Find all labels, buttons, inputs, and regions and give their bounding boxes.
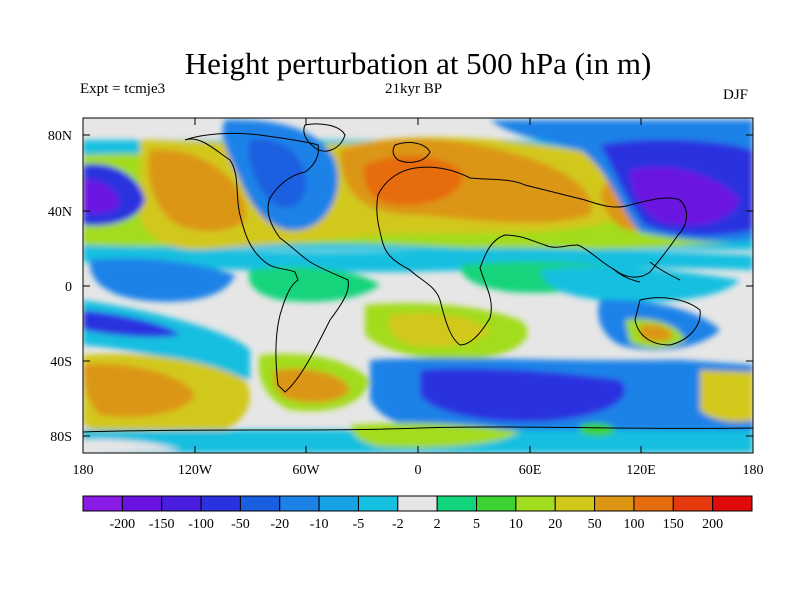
lon-label-60e: 60E: [519, 463, 542, 478]
colorbar-label: -2: [392, 517, 404, 532]
colorbar-swatch: [633, 495, 674, 512]
lon-label-0: 0: [415, 463, 422, 478]
colorbar-label: 5: [473, 517, 480, 532]
lon-label-120w: 120W: [178, 463, 213, 478]
lon-label-180w: 180: [73, 463, 94, 478]
lat-label-0: 0: [65, 280, 72, 295]
colorbar-swatch: [397, 495, 438, 512]
colorbar-label: -50: [231, 517, 250, 532]
experiment-label: Expt = tcmje3: [80, 81, 166, 97]
lat-label-80s: 80S: [50, 430, 72, 445]
colorbar-label: -5: [353, 517, 365, 532]
colorbar: -200 -150 -100 -50 -20 -10 -5 -2 2 5 10 20 50 100 150 2…: [82, 495, 753, 532]
colorbar-label: -200: [110, 517, 136, 532]
colorbar-label: -150: [149, 517, 175, 532]
lon-label-120e: 120E: [626, 463, 656, 478]
height-field: [83, 118, 753, 453]
colorbar-label: 50: [588, 517, 602, 532]
coastlines: [83, 123, 753, 433]
colorbar-swatch: [161, 495, 202, 512]
colorbar-swatch: [476, 495, 517, 512]
lon-label-180e: 180: [743, 463, 764, 478]
colorbar-swatch: [357, 495, 399, 512]
colorbar-label: 150: [663, 517, 684, 532]
map-title: Height perturbation at 500 hPa (in m): [184, 46, 652, 81]
colorbar-label: 100: [623, 517, 644, 532]
colorbar-swatch: [121, 495, 163, 512]
lat-label-40s: 40S: [50, 355, 72, 370]
colorbar-swatch: [515, 495, 556, 512]
colorbar-swatch: [672, 495, 714, 512]
lat-label-80n: 80N: [48, 129, 72, 144]
colorbar-swatch: [712, 495, 753, 512]
colorbar-swatch: [279, 495, 320, 512]
colorbar-swatch: [318, 495, 359, 512]
lat-label-40n: 40N: [48, 205, 72, 220]
colorbar-swatch: [594, 495, 635, 512]
colorbar-label: -20: [270, 517, 289, 532]
colorbar-label: -100: [188, 517, 214, 532]
colorbar-swatch: [436, 495, 478, 512]
colorbar-swatch: [200, 495, 241, 512]
colorbar-label: 20: [548, 517, 562, 532]
colorbar-swatch: [82, 495, 123, 512]
colorbar-label: -10: [310, 517, 329, 532]
axis-ticks: [82, 118, 754, 453]
colorbar-label: 10: [509, 517, 523, 532]
colorbar-swatch: [239, 495, 281, 512]
colorbar-label: 2: [434, 517, 441, 532]
colorbar-swatch: [554, 495, 596, 512]
colorbar-label: 200: [702, 517, 723, 532]
season-label: DJF: [723, 87, 749, 103]
period-label: 21kyr BP: [385, 81, 443, 97]
lon-label-60w: 60W: [292, 463, 320, 478]
